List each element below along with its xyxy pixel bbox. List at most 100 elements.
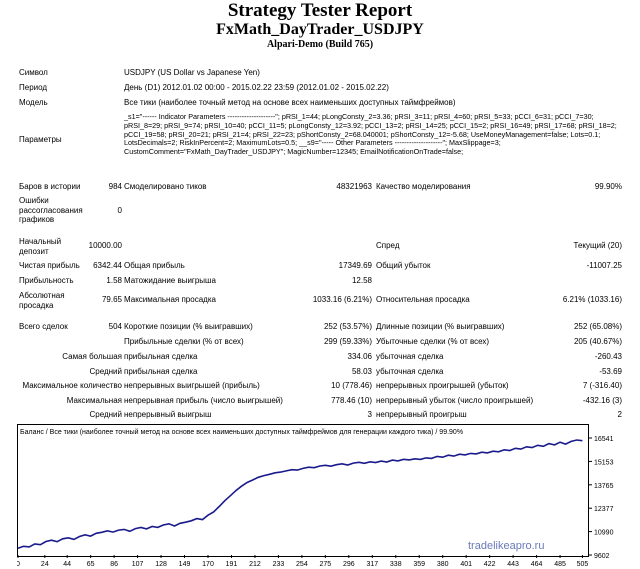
balance-line	[17, 439, 583, 550]
model-label: Модель	[19, 98, 48, 107]
total-trades-value: 504	[108, 322, 122, 331]
plot-frame	[17, 424, 589, 557]
ticks-label: Смоделировано тиков	[124, 182, 207, 191]
quality-label: Качество моделирования	[376, 182, 471, 191]
ticks-value: 48321963	[336, 182, 372, 191]
gross-profit-label: Общая прибыль	[124, 261, 185, 270]
rel-drawdown-label: Относительная просадка	[376, 295, 470, 304]
cons-loss-label: непрерывный убыток (число проигрышей)	[376, 396, 534, 405]
largest-loss-value: -260.43	[594, 352, 622, 361]
max-count-label: Максимальное количество	[22, 381, 122, 390]
average2-label: Средний	[89, 410, 122, 419]
deposit-value: 10000.00	[88, 241, 122, 250]
cons-profit-label: непрерывная прибыль (число выигрышей)	[124, 396, 283, 405]
profit-trades-label: Прибыльные сделки (% от всех)	[124, 337, 244, 346]
model-value: Все тики (наиболее точный метод на основ…	[124, 98, 456, 107]
average-label: Средний	[89, 367, 122, 376]
x-tick-label: 86	[110, 561, 118, 568]
x-tick-label: 380	[437, 561, 449, 568]
rel-drawdown-value: 6.21% (1033.16)	[562, 295, 622, 304]
y-tick-label: 13765	[594, 483, 614, 490]
max-drawdown-label: Максимальная просадка	[124, 295, 216, 304]
bars-value: 984	[108, 182, 122, 191]
x-tick-label: 170	[202, 561, 214, 568]
expected-payoff-label: Матожидание выигрыша	[124, 276, 216, 285]
params-value: _s1="------ Indicator Parameters -------…	[124, 112, 617, 157]
x-tick-label: 359	[413, 561, 425, 568]
bars-label: Баров в истории	[19, 182, 81, 191]
x-tick-label: 233	[273, 561, 285, 568]
profit-factor-label: Прибыльность	[19, 276, 74, 285]
largest-profit-label: прибыльная сделка	[124, 352, 198, 361]
avg-profit-value: 58.03	[351, 367, 372, 376]
cons-wins-value: 10 (778.46)	[331, 381, 372, 390]
gross-profit-value: 17349.69	[338, 261, 372, 270]
x-tick-label: 464	[531, 561, 543, 568]
avg-loss-label: убыточная сделка	[376, 367, 444, 376]
profit-factor-value: 1.58	[106, 276, 122, 285]
gross-loss-value: -11007.25	[586, 261, 622, 270]
x-tick-label: 338	[390, 561, 402, 568]
params-label: Параметры	[19, 135, 62, 144]
y-tick-label: 12377	[594, 506, 614, 513]
x-tick-label: 107	[132, 561, 144, 568]
abs-drawdown-label: Абсолютная просадка	[19, 291, 65, 310]
net-profit-label: Чистая прибыль	[19, 261, 80, 270]
total-trades-label: Всего сделок	[19, 322, 68, 331]
x-tick-label: 505	[577, 561, 589, 568]
x-tick-label: 422	[484, 561, 496, 568]
maximal-label: Максимальная	[66, 396, 122, 405]
avg-cons-wins-value: 3	[367, 410, 372, 419]
x-tick-label: 0	[17, 561, 20, 568]
x-tick-label: 65	[87, 561, 95, 568]
spread-value: Текущий (20)	[573, 241, 622, 250]
x-tick-label: 212	[249, 561, 261, 568]
spread-label: Спред	[376, 241, 400, 250]
largest-label: Самая большая	[62, 352, 122, 361]
x-tick-label: 44	[63, 561, 71, 568]
cons-losses-label: непрерывных проигрышей (убыток)	[376, 381, 509, 390]
x-tick-label: 317	[366, 561, 378, 568]
cons-profit-value: 778.46 (10)	[331, 396, 372, 405]
y-tick-label: 16541	[594, 436, 614, 443]
largest-profit-value: 334.06	[347, 352, 372, 361]
x-tick-label: 296	[343, 561, 355, 568]
y-tick-label: 10990	[594, 530, 614, 537]
quality-value: 99.90%	[594, 182, 622, 191]
long-positions-label: Длинные позиции (% выигравших)	[376, 322, 505, 331]
largest-loss-label: убыточная сделка	[376, 352, 444, 361]
net-profit-value: 6342.44	[93, 261, 122, 270]
gross-loss-label: Общий убыток	[376, 261, 431, 270]
y-tick-label: 15153	[594, 459, 614, 466]
avg-cons-wins-label: непрерывный выигрыш	[124, 410, 212, 419]
x-tick-label: 401	[460, 561, 472, 568]
x-tick-label: 275	[320, 561, 332, 568]
loss-trades-value: 205 (40.67%)	[573, 337, 622, 346]
errors-label: Ошибки рассогласования графиков	[19, 196, 83, 224]
short-positions-value: 252 (53.57%)	[323, 322, 372, 331]
cons-losses-value: 7 (-316.40)	[582, 381, 622, 390]
avg-cons-losses-label: непрерывный проигрыш	[376, 410, 467, 419]
avg-loss-value: -53.69	[599, 367, 622, 376]
expected-payoff-value: 12.58	[351, 276, 372, 285]
x-tick-label: 149	[179, 561, 191, 568]
balance-chart: Баланс / Все тики (наиболее точный метод…	[17, 424, 614, 568]
symbol-value: USDJPY (US Dollar vs Japanese Yen)	[124, 68, 260, 77]
symbol-label: Символ	[19, 68, 48, 77]
period-value: День (D1) 2012.01.02 00:00 - 2015.02.22 …	[124, 83, 389, 92]
loss-trades-label: Убыточные сделки (% от всех)	[376, 337, 490, 346]
avg-profit-label: прибыльная сделка	[124, 367, 198, 376]
cons-wins-label: непрерывных выигрышей (прибыль)	[124, 381, 260, 390]
long-positions-value: 252 (65.08%)	[573, 322, 622, 331]
y-tick-label: 9602	[594, 553, 610, 560]
watermark: tradelikeapro.ru	[468, 540, 545, 552]
report-title: Strategy Tester Report	[227, 0, 413, 21]
report-subtitle: FxMath_DayTrader_USDJPY	[216, 21, 424, 38]
avg-cons-losses-value: 2	[617, 410, 622, 419]
x-tick-label: 128	[155, 561, 167, 568]
chart-title: Баланс / Все тики (наиболее точный метод…	[20, 428, 463, 436]
errors-value: 0	[117, 206, 122, 215]
period-label: Период	[19, 83, 48, 92]
x-tick-label: 485	[554, 561, 566, 568]
max-drawdown-value: 1033.16 (6.21%)	[312, 295, 372, 304]
